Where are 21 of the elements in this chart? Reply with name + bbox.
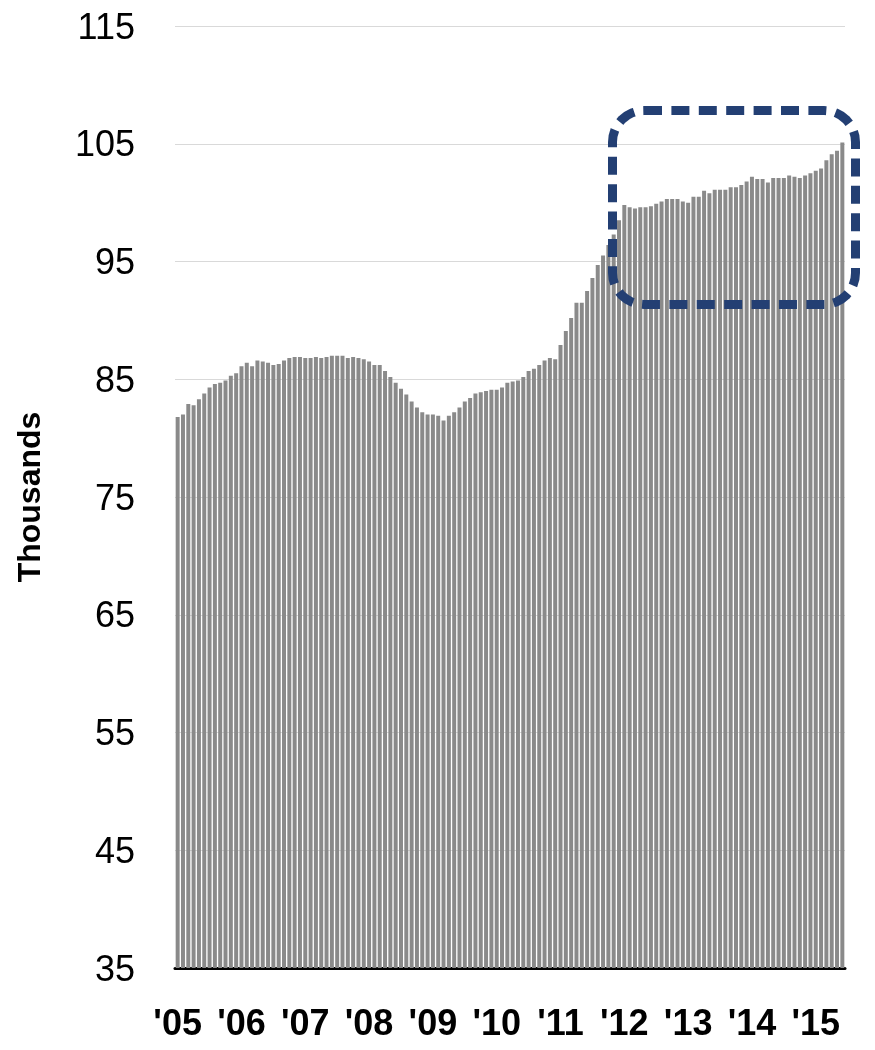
x-tick-label: '06	[217, 1001, 266, 1043]
x-tick-label: '13	[663, 1001, 713, 1043]
x-tick-label: '11	[537, 1001, 584, 1043]
y-tick-label: 55	[94, 712, 135, 753]
y-tick-label: 75	[94, 476, 135, 518]
y-axis-title: Thousands	[11, 411, 47, 583]
y-tick-label: 65	[94, 594, 135, 636]
y-tick-label: 35	[94, 947, 135, 989]
x-tick-label: '08	[344, 1001, 394, 1043]
y-tick-label: 115	[77, 5, 135, 47]
x-tick-label: '09	[408, 1001, 458, 1043]
x-tick-label: '14	[727, 1001, 777, 1043]
x-tick-label: '12	[600, 1001, 649, 1043]
x-tick-label: '05	[153, 1001, 202, 1043]
x-tick-label: '10	[472, 1001, 522, 1043]
y-tick-label: 45	[94, 829, 135, 871]
y-tick-label: 85	[94, 358, 135, 400]
y-tick-label: 105	[74, 123, 135, 165]
y-tick-label: 95	[94, 241, 135, 282]
x-tick-label: '15	[791, 1001, 841, 1043]
x-tick-label: '07	[280, 1001, 330, 1043]
